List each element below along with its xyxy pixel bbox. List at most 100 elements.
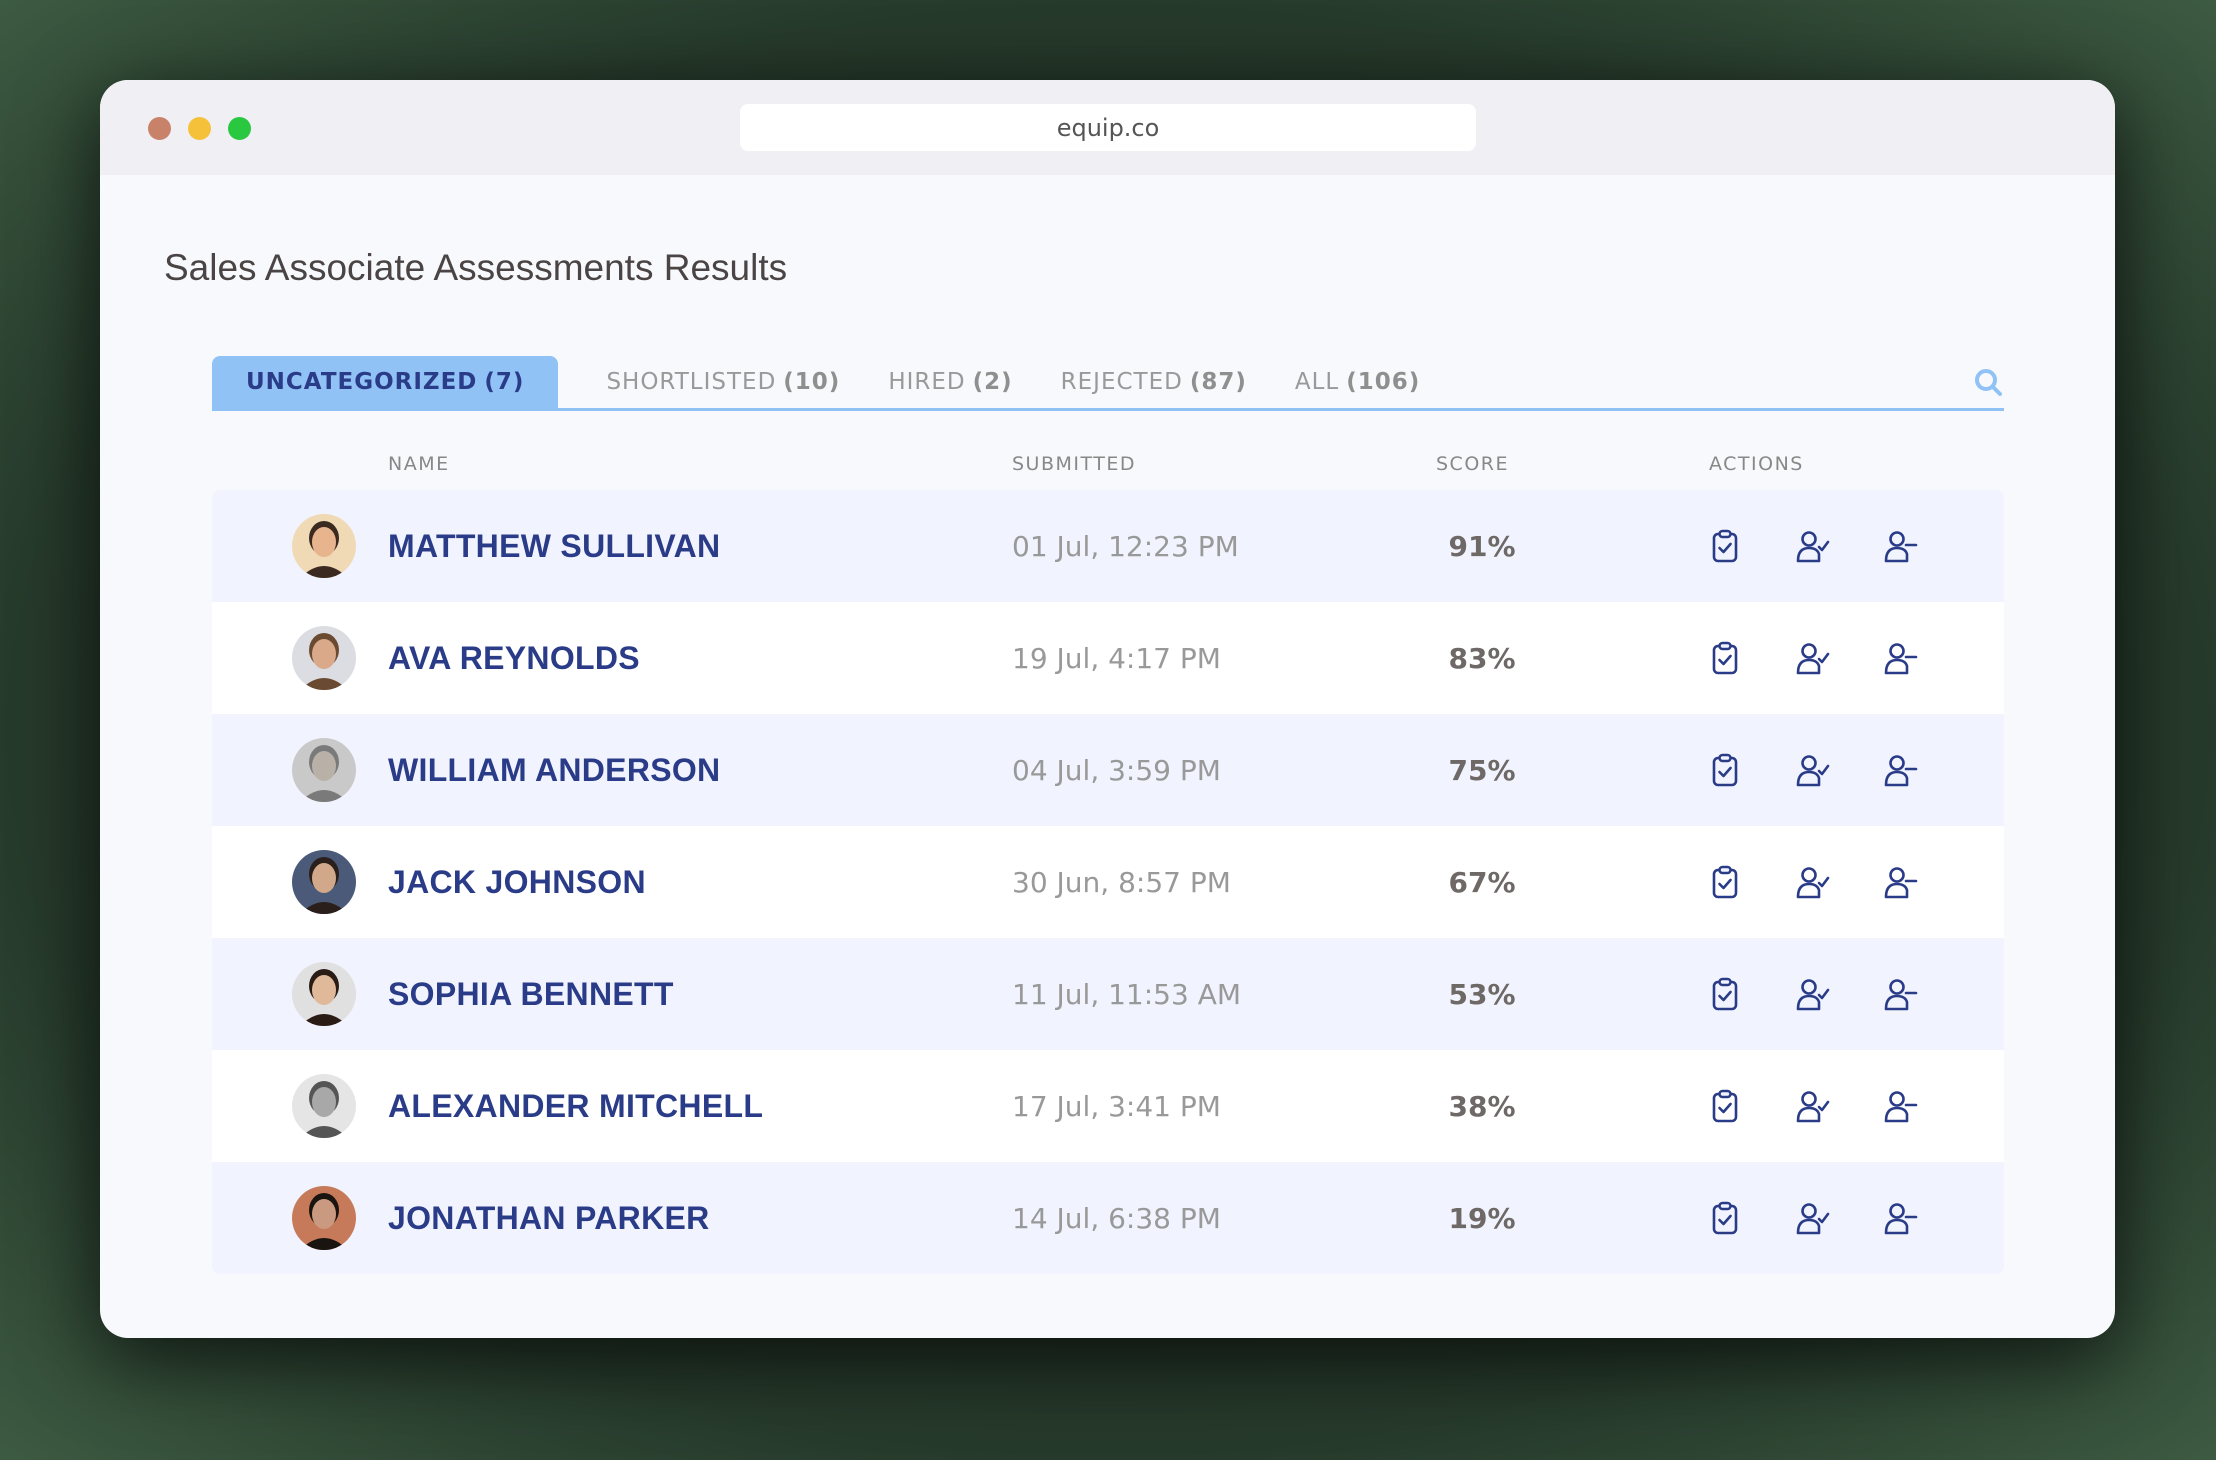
candidate-name[interactable]: MATTHEW SULLIVAN [388,528,721,564]
view-assessment-button[interactable] [1707,528,1743,564]
shortlist-button[interactable] [1795,528,1831,564]
row-actions [1707,1088,1919,1124]
clipboard-check-icon [1712,753,1738,787]
column-header-actions: ACTIONS [1709,453,1804,475]
user-check-icon [1796,1203,1830,1235]
shortlist-button[interactable] [1795,976,1831,1012]
shortlist-button[interactable] [1795,1088,1831,1124]
view-assessment-button[interactable] [1707,1200,1743,1236]
clipboard-check-icon [1712,1201,1738,1235]
tab-count: (87) [1189,369,1247,395]
shortlist-button[interactable] [1795,752,1831,788]
reject-button[interactable] [1883,528,1919,564]
shortlist-button[interactable] [1795,640,1831,676]
reject-button[interactable] [1883,752,1919,788]
tab-label: REJECTED [1060,369,1183,395]
candidates-table: MATTHEW SULLIVAN 01 Jul, 12:23 PM 91% [212,490,2004,1274]
tab-label: SHORTLISTED [606,369,777,395]
view-assessment-button[interactable] [1707,752,1743,788]
candidate-name[interactable]: ALEXANDER MITCHELL [388,1088,764,1124]
traffic-lights [148,117,251,140]
user-minus-icon [1884,1091,1918,1123]
score-value: 38% [1448,1090,1516,1123]
search-button[interactable] [1972,366,2004,398]
avatar-portrait-icon [292,514,356,578]
reject-button[interactable] [1883,1200,1919,1236]
user-check-icon [1796,979,1830,1011]
user-check-icon [1796,755,1830,787]
tab-count: (2) [972,369,1013,395]
tab-hired[interactable]: HIRED (2) [864,356,1036,408]
user-minus-icon [1884,867,1918,899]
row-actions [1707,976,1919,1012]
candidate-name[interactable]: WILLIAM ANDERSON [388,752,721,788]
view-assessment-button[interactable] [1707,640,1743,676]
user-check-icon [1796,643,1830,675]
category-tabs: UNCATEGORIZED (7) SHORTLISTED (10) HIRED (2… [212,356,2004,411]
avatar [292,738,356,802]
reject-button[interactable] [1883,1088,1919,1124]
reject-button[interactable] [1883,864,1919,900]
tab-rejected[interactable]: REJECTED (87) [1037,356,1271,408]
score-value: 91% [1448,530,1516,563]
shortlist-button[interactable] [1795,864,1831,900]
tab-uncategorized[interactable]: UNCATEGORIZED (7) [212,356,559,408]
candidate-name[interactable]: AVA REYNOLDS [388,640,640,676]
reject-button[interactable] [1883,976,1919,1012]
table-header: NAME SUBMITTED SCORE ACTIONS [212,453,2004,483]
user-minus-icon [1884,1203,1918,1235]
table-row[interactable]: AVA REYNOLDS 19 Jul, 4:17 PM 83% [212,602,2004,714]
candidate-name[interactable]: SOPHIA BENNETT [388,976,674,1012]
view-assessment-button[interactable] [1707,864,1743,900]
address-bar[interactable]: equip.co [740,104,1476,151]
clipboard-check-icon [1712,529,1738,563]
avatar-portrait-icon [292,1074,356,1138]
submitted-date: 14 Jul, 6:38 PM [1012,1202,1221,1235]
reject-button[interactable] [1883,640,1919,676]
submitted-date: 01 Jul, 12:23 PM [1012,530,1239,563]
submitted-date: 19 Jul, 4:17 PM [1012,642,1221,675]
view-assessment-button[interactable] [1707,976,1743,1012]
minimize-window-button[interactable] [188,117,211,140]
user-check-icon [1796,531,1830,563]
tab-all[interactable]: ALL (106) [1271,356,1444,408]
table-row[interactable]: ALEXANDER MITCHELL 17 Jul, 3:41 PM 38% [212,1050,2004,1162]
score-value: 53% [1448,978,1516,1011]
tab-label: HIRED [888,369,966,395]
browser-window: equip.co Sales Associate Assessments Res… [100,80,2115,1338]
clipboard-check-icon [1712,977,1738,1011]
score-value: 83% [1448,642,1516,675]
user-minus-icon [1884,755,1918,787]
table-row[interactable]: JACK JOHNSON 30 Jun, 8:57 PM 67% [212,826,2004,938]
view-assessment-button[interactable] [1707,1088,1743,1124]
table-row[interactable]: MATTHEW SULLIVAN 01 Jul, 12:23 PM 91% [212,490,2004,602]
shortlist-button[interactable] [1795,1200,1831,1236]
column-header-score[interactable]: SCORE [1436,453,1509,475]
user-check-icon [1796,1091,1830,1123]
column-header-name[interactable]: NAME [388,453,450,475]
tab-label: UNCATEGORIZED [246,369,478,395]
submitted-date: 17 Jul, 3:41 PM [1012,1090,1221,1123]
avatar [292,850,356,914]
avatar [292,1186,356,1250]
avatar [292,626,356,690]
candidate-name[interactable]: JACK JOHNSON [388,864,646,900]
table-row[interactable]: JONATHAN PARKER 14 Jul, 6:38 PM 19% [212,1162,2004,1274]
row-actions [1707,640,1919,676]
row-actions [1707,752,1919,788]
avatar-portrait-icon [292,962,356,1026]
tab-shortlisted[interactable]: SHORTLISTED (10) [582,356,864,408]
close-window-button[interactable] [148,117,171,140]
row-actions [1707,528,1919,564]
avatar [292,514,356,578]
maximize-window-button[interactable] [228,117,251,140]
table-row[interactable]: WILLIAM ANDERSON 04 Jul, 3:59 PM 75% [212,714,2004,826]
candidate-name[interactable]: JONATHAN PARKER [388,1200,710,1236]
avatar-portrait-icon [292,626,356,690]
tab-count: (106) [1346,369,1421,395]
submitted-date: 11 Jul, 11:53 AM [1012,978,1242,1011]
clipboard-check-icon [1712,865,1738,899]
submitted-date: 30 Jun, 8:57 PM [1012,866,1231,899]
column-header-submitted[interactable]: SUBMITTED [1012,453,1137,475]
table-row[interactable]: SOPHIA BENNETT 11 Jul, 11:53 AM 53% [212,938,2004,1050]
